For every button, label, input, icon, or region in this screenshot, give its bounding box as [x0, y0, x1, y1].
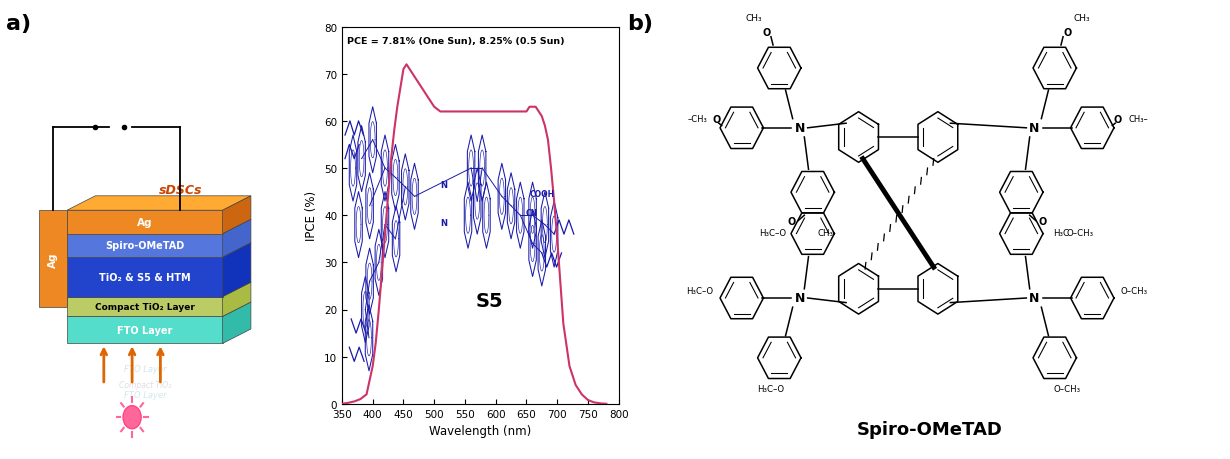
- Text: Ag: Ag: [137, 218, 153, 227]
- Polygon shape: [66, 297, 223, 317]
- Polygon shape: [66, 196, 251, 211]
- Text: Compact TiO₂: Compact TiO₂: [119, 381, 171, 389]
- Text: O–CH₃: O–CH₃: [1066, 228, 1093, 237]
- Text: CH₃: CH₃: [817, 228, 833, 237]
- Polygon shape: [223, 283, 251, 317]
- Polygon shape: [66, 302, 251, 317]
- Polygon shape: [66, 211, 223, 234]
- Text: Compact TiO₂ Layer: Compact TiO₂ Layer: [95, 302, 194, 311]
- Polygon shape: [223, 302, 251, 344]
- Polygon shape: [66, 283, 251, 297]
- Text: N: N: [1028, 122, 1039, 135]
- Text: O: O: [763, 28, 771, 38]
- Text: FTO Layer: FTO Layer: [123, 364, 166, 373]
- Text: –CH₃: –CH₃: [688, 115, 707, 123]
- Polygon shape: [66, 317, 223, 344]
- Text: H₃C–O: H₃C–O: [686, 287, 713, 296]
- Y-axis label: IPCE (%): IPCE (%): [305, 191, 319, 241]
- Polygon shape: [223, 243, 251, 297]
- Circle shape: [123, 406, 141, 429]
- Text: CH₃: CH₃: [1074, 14, 1090, 22]
- Text: Ag: Ag: [48, 252, 58, 267]
- Polygon shape: [66, 257, 223, 297]
- Text: O–CH₃: O–CH₃: [1121, 287, 1148, 296]
- Text: Spiro-OMeTAD: Spiro-OMeTAD: [106, 241, 184, 251]
- Text: COOH: COOH: [530, 190, 555, 199]
- Text: N: N: [1028, 292, 1039, 305]
- Text: O–CH₃: O–CH₃: [1054, 384, 1081, 393]
- Text: PCE = 7.81% (One Sun), 8.25% (0.5 Sun): PCE = 7.81% (One Sun), 8.25% (0.5 Sun): [347, 37, 565, 46]
- Text: H₃C–O: H₃C–O: [758, 384, 785, 393]
- Polygon shape: [66, 220, 251, 234]
- Text: O: O: [787, 217, 796, 227]
- Text: S5: S5: [476, 291, 503, 310]
- Text: FTO Layer: FTO Layer: [123, 390, 166, 399]
- Text: b): b): [627, 14, 653, 34]
- Polygon shape: [66, 234, 223, 257]
- Text: N: N: [440, 180, 448, 190]
- Text: O: O: [1038, 217, 1047, 227]
- Text: H₃C–O: H₃C–O: [759, 228, 787, 237]
- Text: O: O: [712, 115, 721, 125]
- Text: CH₃–: CH₃–: [1128, 115, 1148, 123]
- Polygon shape: [223, 220, 251, 257]
- Text: CH₃: CH₃: [745, 14, 763, 22]
- Text: CN: CN: [525, 209, 538, 218]
- Polygon shape: [66, 243, 251, 257]
- X-axis label: Wavelength (nm): Wavelength (nm): [429, 424, 531, 437]
- Text: Spiro-OMeTAD: Spiro-OMeTAD: [856, 420, 1002, 438]
- Text: FTO Layer: FTO Layer: [117, 325, 172, 335]
- Text: O: O: [1113, 115, 1122, 125]
- Text: N: N: [440, 218, 448, 227]
- Text: H₃C: H₃C: [1053, 228, 1069, 237]
- Polygon shape: [223, 196, 251, 234]
- Polygon shape: [39, 211, 66, 308]
- Text: TiO₂ & S5 & HTM: TiO₂ & S5 & HTM: [100, 272, 191, 282]
- Text: N: N: [795, 122, 806, 135]
- Text: a): a): [6, 14, 31, 34]
- Text: O: O: [1063, 28, 1071, 38]
- Text: sDSCs: sDSCs: [159, 184, 202, 196]
- Text: N: N: [795, 292, 806, 305]
